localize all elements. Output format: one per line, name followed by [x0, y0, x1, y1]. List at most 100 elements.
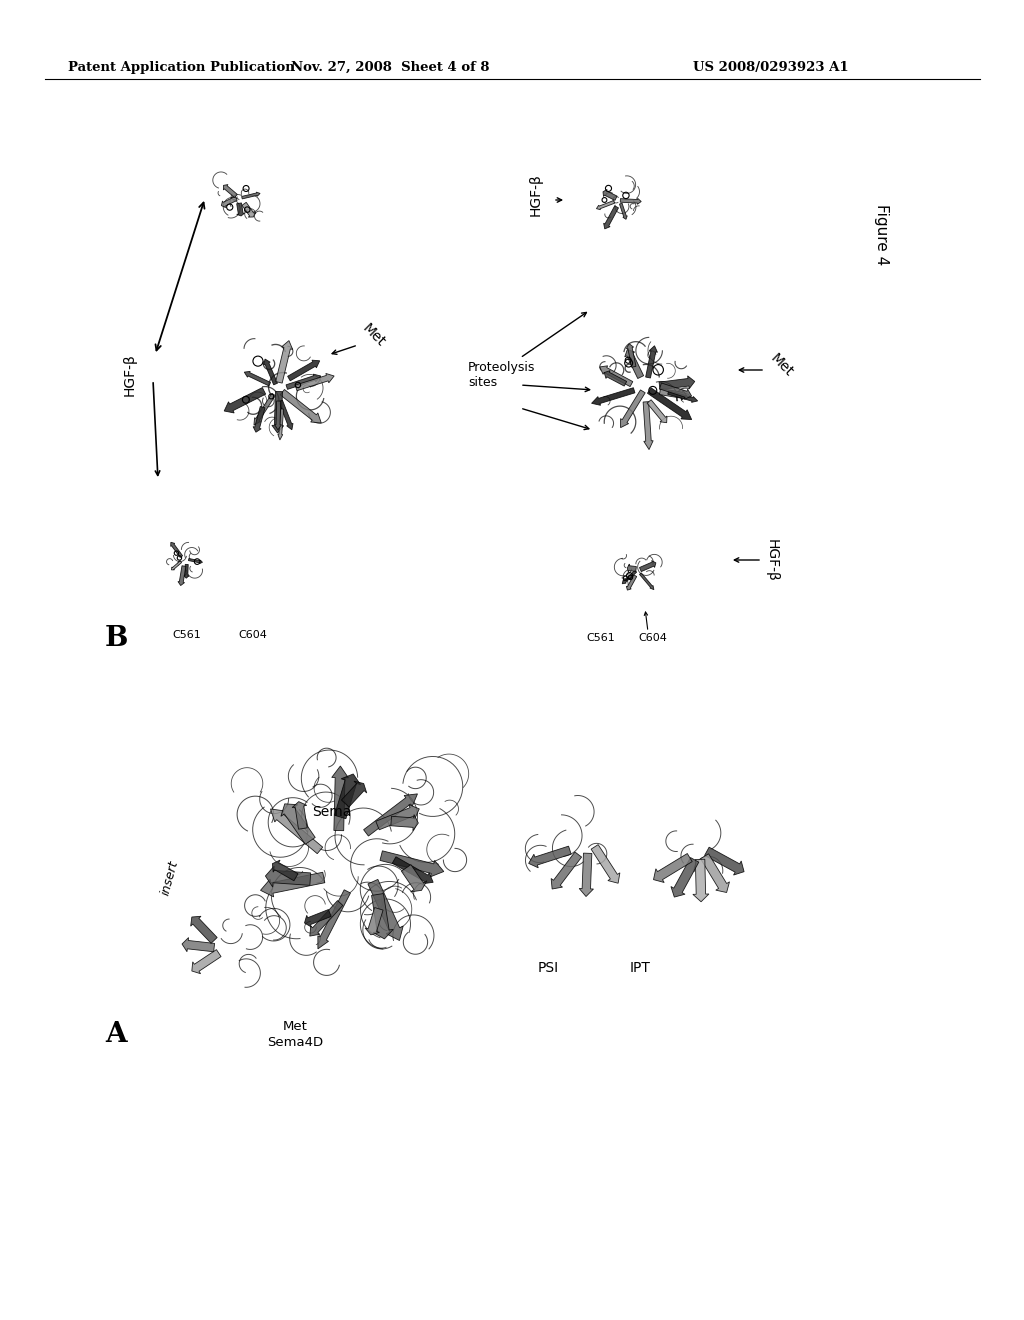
Polygon shape — [643, 401, 653, 450]
Polygon shape — [659, 376, 694, 389]
Polygon shape — [625, 350, 644, 379]
Text: IPT: IPT — [630, 961, 650, 975]
Polygon shape — [272, 861, 298, 880]
Polygon shape — [182, 937, 215, 952]
Text: HGF-β: HGF-β — [529, 174, 543, 216]
Polygon shape — [621, 198, 641, 205]
Polygon shape — [620, 203, 628, 219]
Polygon shape — [171, 543, 182, 557]
Polygon shape — [603, 189, 617, 201]
Text: C561: C561 — [586, 634, 614, 643]
Polygon shape — [380, 851, 443, 876]
Polygon shape — [647, 400, 667, 422]
Polygon shape — [332, 766, 348, 830]
Polygon shape — [647, 388, 691, 420]
Text: Proteolysis
sites: Proteolysis sites — [468, 360, 536, 389]
Polygon shape — [596, 201, 614, 210]
Text: HGF-β: HGF-β — [765, 539, 779, 581]
Polygon shape — [592, 388, 635, 405]
Polygon shape — [265, 866, 310, 887]
Polygon shape — [659, 383, 691, 399]
Polygon shape — [621, 389, 645, 428]
Polygon shape — [668, 391, 697, 403]
Polygon shape — [304, 909, 331, 927]
Polygon shape — [368, 879, 403, 941]
Polygon shape — [292, 801, 307, 829]
Text: Sema: Sema — [312, 805, 351, 818]
Text: Patent Application Publication: Patent Application Publication — [68, 61, 295, 74]
Polygon shape — [341, 781, 367, 807]
Polygon shape — [254, 393, 275, 425]
Text: Met: Met — [360, 321, 388, 350]
Polygon shape — [310, 900, 343, 936]
Polygon shape — [223, 185, 238, 198]
Polygon shape — [659, 388, 687, 400]
Polygon shape — [171, 561, 181, 570]
Polygon shape — [281, 804, 315, 845]
Polygon shape — [188, 558, 203, 564]
Polygon shape — [279, 400, 293, 430]
Text: Met: Met — [768, 351, 797, 379]
Polygon shape — [288, 360, 319, 381]
Polygon shape — [376, 805, 419, 830]
Polygon shape — [623, 570, 637, 583]
Text: HGF-β: HGF-β — [123, 354, 137, 396]
Polygon shape — [639, 573, 654, 590]
Polygon shape — [391, 814, 419, 830]
Polygon shape — [580, 853, 594, 896]
Polygon shape — [705, 847, 744, 875]
Text: Met
Sema4D: Met Sema4D — [267, 1020, 323, 1049]
Polygon shape — [366, 908, 383, 935]
Polygon shape — [401, 865, 427, 892]
Polygon shape — [275, 341, 293, 383]
Polygon shape — [286, 374, 321, 389]
Text: Nov. 27, 2008  Sheet 4 of 8: Nov. 27, 2008 Sheet 4 of 8 — [291, 61, 489, 74]
Polygon shape — [178, 566, 186, 586]
Polygon shape — [627, 576, 637, 590]
Polygon shape — [221, 197, 238, 207]
Polygon shape — [364, 793, 418, 836]
Polygon shape — [263, 359, 278, 385]
Polygon shape — [317, 890, 350, 949]
Polygon shape — [392, 857, 433, 883]
Text: A: A — [105, 1022, 127, 1048]
Polygon shape — [183, 565, 188, 578]
Text: US 2008/0293923 A1: US 2008/0293923 A1 — [693, 61, 849, 74]
Polygon shape — [260, 873, 325, 896]
Polygon shape — [627, 343, 636, 367]
Polygon shape — [603, 206, 618, 228]
Polygon shape — [639, 561, 656, 572]
Polygon shape — [274, 401, 282, 430]
Polygon shape — [190, 916, 217, 944]
Text: C604: C604 — [638, 634, 667, 643]
Polygon shape — [551, 851, 582, 888]
Text: Figure 4: Figure 4 — [874, 205, 890, 265]
Polygon shape — [528, 846, 571, 867]
Polygon shape — [335, 774, 360, 818]
Polygon shape — [270, 809, 323, 854]
Polygon shape — [191, 949, 221, 974]
Polygon shape — [653, 854, 692, 883]
Polygon shape — [645, 346, 657, 378]
Polygon shape — [671, 858, 698, 898]
Polygon shape — [281, 389, 322, 422]
Polygon shape — [237, 203, 245, 216]
Polygon shape — [272, 392, 284, 433]
Polygon shape — [242, 193, 260, 199]
Text: PSI: PSI — [538, 961, 558, 975]
Polygon shape — [245, 371, 270, 385]
Polygon shape — [242, 202, 255, 216]
Text: C561: C561 — [172, 630, 201, 640]
Polygon shape — [591, 845, 620, 883]
Polygon shape — [372, 894, 393, 939]
Text: C604: C604 — [238, 630, 267, 640]
Polygon shape — [253, 407, 265, 432]
Polygon shape — [278, 409, 284, 440]
Polygon shape — [600, 366, 633, 387]
Polygon shape — [693, 859, 709, 902]
Polygon shape — [224, 388, 265, 413]
Text: B: B — [105, 624, 128, 652]
Text: insert: insert — [159, 859, 181, 896]
Polygon shape — [700, 854, 729, 892]
Polygon shape — [628, 564, 636, 573]
